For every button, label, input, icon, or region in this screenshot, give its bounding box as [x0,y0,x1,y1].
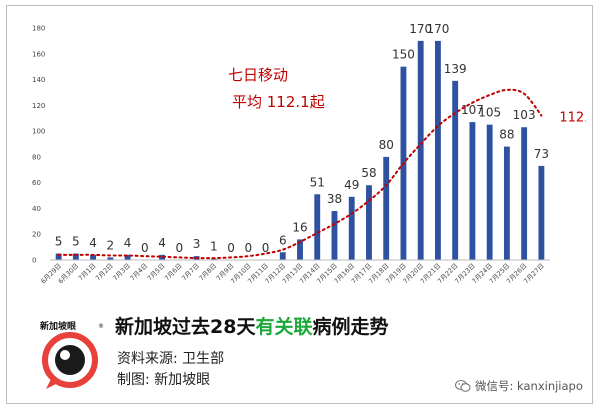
moving-average-note-line2: 平均 112.1起 [232,93,325,111]
logo-registered-mark: ® [98,323,104,330]
x-tick-label: 7月5日 [146,262,167,283]
bar-value-label: 38 [327,192,342,206]
data-source: 资料来源: 卫生部 [117,351,225,367]
bar-value-label: 6 [279,233,287,247]
bar [124,254,131,260]
y-tick-label: 120 [32,102,45,110]
logo-text: 新加坡眼 [40,320,76,332]
bar [435,40,441,261]
wechat-id: 微信号: kanxinjiapo [455,378,583,394]
bar [72,253,79,260]
y-tick-label: 20 [32,231,41,239]
wechat-id-text: 微信号: kanxinjiapo [475,379,583,393]
bar-value-label: 0 [175,241,183,255]
bar [90,254,97,260]
y-tick-label: 40 [32,205,41,213]
page-title: 新加坡过去28天有关联病例走势 [115,312,388,339]
bar-value-label: 170 [426,22,449,36]
bar-value-label: 1 [210,240,218,254]
headline-pre: 新加坡过去28天 [115,316,256,338]
bar-value-label: 105 [478,106,501,120]
bar-value-label: 4 [124,236,132,250]
y-tick-label: 140 [32,76,45,84]
bar-value-label: 73 [534,147,549,161]
y-tick-label: 80 [32,153,41,161]
bar-value-label: 150 [392,48,415,62]
bar-value-label: 2 [107,238,115,252]
bar-value-label: 170 [409,22,432,36]
bar [452,80,459,260]
bar [297,239,303,260]
headline-post: 病例走势 [312,316,389,338]
bar [538,165,545,260]
bar-value-label: 3 [193,237,201,251]
y-tick-label: 60 [32,179,41,187]
bar [159,254,165,260]
bar-value-label: 103 [513,108,536,122]
x-axis: 6月29日6月30日7月1日7月2日7月3日7月4日7月5日7月6日7月7日7月… [39,259,550,285]
y-tick-label: 0 [32,257,36,265]
y-tick-label: 100 [32,128,45,136]
x-tick-label: 7月3日 [111,262,132,283]
y-axis: 0 20 40 60 80 100 120 140 160 180 [32,25,45,265]
y-tick-label: 180 [32,25,45,33]
bar [210,258,217,260]
chart-credit: 制图: 新加坡眼 [117,372,211,388]
x-tick-label: 7月6日 [163,262,184,283]
logo: 新加坡眼 ® [40,320,104,389]
bar-value-label: 4 [158,236,166,250]
bar [417,40,424,261]
bar-value-label: 139 [444,62,467,76]
moving-average-line [57,88,543,260]
x-tick-label: 7月4日 [129,262,150,283]
bar [314,194,321,260]
bar [503,146,510,260]
bar-value-label: 58 [361,166,376,180]
x-tick-label: 7月1日 [77,262,98,283]
bar [107,257,114,260]
x-tick-label: 7月7日 [180,262,201,283]
bar-value-label: 0 [141,241,149,255]
headline-accent: 有关联 [255,316,313,338]
bar-value-label: 107 [461,103,484,117]
bar-value-label: 4 [89,236,97,250]
bar [331,211,338,260]
x-tick-label: 7月2日 [94,262,115,283]
x-tick-label: 7月8日 [198,262,219,283]
bar [366,185,372,260]
eye-bubble-icon [42,332,98,389]
bar-value-label: 16 [292,220,307,234]
bar [486,124,493,261]
bar-value-label: 49 [344,178,359,192]
bar-value-label: 0 [227,241,235,255]
bar-value-label: 5 [55,235,63,249]
bar-value-label: 51 [310,175,325,189]
bar [469,122,476,260]
bar [279,252,286,260]
bar [55,253,62,260]
bar [348,196,355,260]
bar-value-label: 0 [244,241,252,255]
bar-value-label: 5 [72,235,80,249]
moving-average-end-label: 112.1 [559,111,586,126]
bar-value-label: 80 [379,138,394,152]
y-tick-label: 160 [32,50,45,58]
wechat-icon [455,379,471,392]
bar [383,156,390,260]
bar [521,127,528,260]
bar-value-label: 88 [499,128,514,142]
bar-value-label: 0 [262,241,270,255]
bar-value-labels: 5 5 4 2 4 0 4 0 3 1 0 0 0616513849588015017017013910… [55,22,549,255]
moving-average-note-line1: 七日移动 [228,66,288,84]
